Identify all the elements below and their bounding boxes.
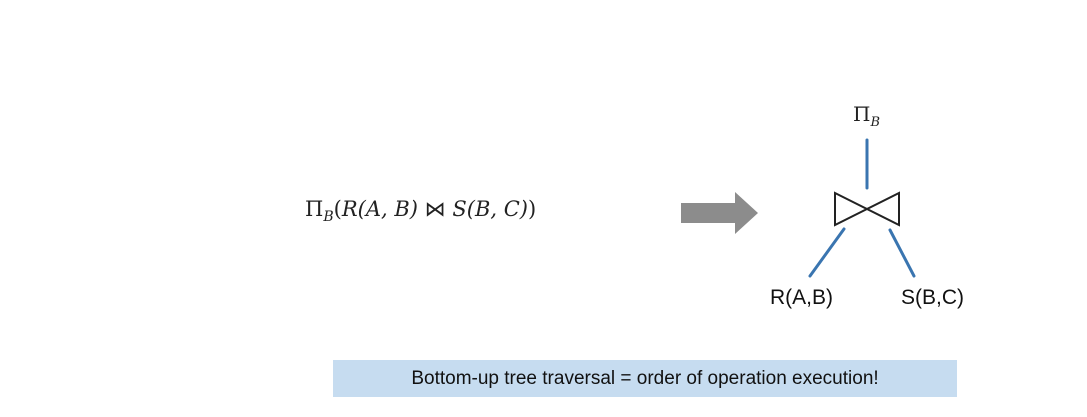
projection-attribute: B [323,209,334,226]
caption-banner: Bottom-up tree traversal = order of oper… [333,360,957,397]
open-paren: ( [333,197,342,221]
arrow-shape [681,192,758,234]
projection-symbol: Π [305,197,324,221]
tree-root-symbol: Π [853,102,871,126]
join-symbol: ⋈ [424,197,446,221]
caption-text: Bottom-up tree traversal = order of oper… [411,367,879,389]
tree-root-attribute: B [870,115,881,130]
relational-algebra-expression: ΠB(R(A, B) ⋈ S(B, C)) [305,197,536,225]
close-paren: ) [527,197,537,221]
join-bowtie-icon [834,191,900,227]
tree-edge-left [808,227,846,278]
tree-edge-right [888,228,916,278]
tree-leaf-left: R(A,B) [770,286,833,309]
right-arrow-icon [681,192,758,234]
query-tree [808,138,916,278]
left-relation: R(A, B) [341,197,418,221]
right-relation: S(B, C) [452,197,528,221]
tree-leaf-right: S(B,C) [901,286,964,309]
tree-root-projection: ΠB [853,102,880,130]
